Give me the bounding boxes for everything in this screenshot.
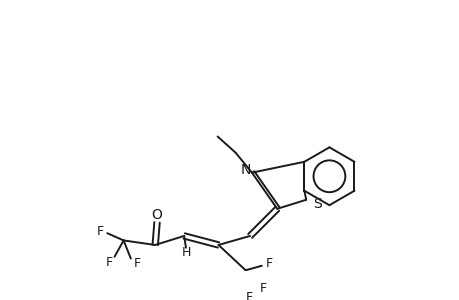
Text: F: F bbox=[96, 225, 103, 238]
Text: F: F bbox=[245, 291, 252, 300]
Text: N: N bbox=[240, 163, 250, 177]
Text: H: H bbox=[181, 246, 190, 259]
Text: F: F bbox=[106, 256, 112, 268]
Text: F: F bbox=[133, 256, 140, 269]
Text: O: O bbox=[151, 208, 162, 222]
Text: F: F bbox=[260, 282, 267, 295]
Text: S: S bbox=[312, 197, 321, 211]
Text: F: F bbox=[265, 257, 272, 270]
